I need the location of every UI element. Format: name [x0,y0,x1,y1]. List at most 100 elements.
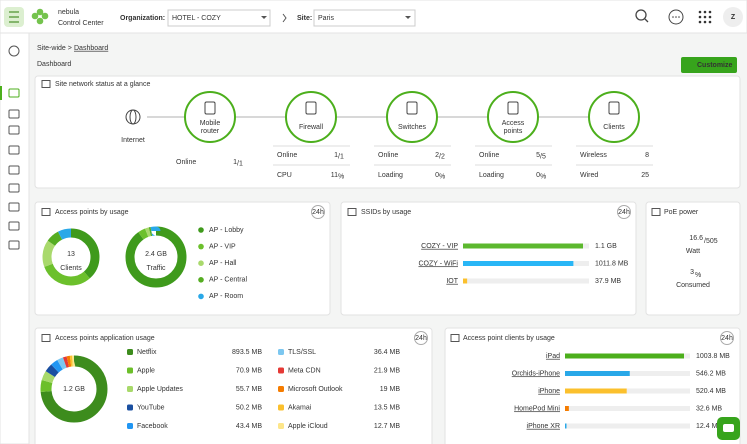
legend-dot [198,227,204,233]
donut-value: 13 [67,251,75,258]
legend-dot [198,243,204,250]
stat-value: 0 [435,172,439,179]
sidebar-icon[interactable] [8,125,20,135]
period-label: 24h [312,209,324,216]
panel-icon [41,334,51,342]
apps-dot [708,10,712,14]
apps-dot [698,15,702,19]
node-circle[interactable] [184,91,236,143]
sidebar-back[interactable] [8,45,20,57]
item-name[interactable]: COZY - VIP [421,243,458,250]
sidebar-icon[interactable] [8,183,20,193]
stat-unit: % [338,173,344,180]
sidebar-icon[interactable] [8,145,20,155]
app-name: Apple [137,367,155,374]
sidebar-icon[interactable] [8,88,20,98]
search-icon[interactable] [635,9,647,21]
more-icon[interactable] [668,9,684,25]
item-name[interactable]: iPad [546,353,560,360]
panel-title: Access points by usage [55,209,129,216]
node-circle[interactable] [386,91,438,143]
stat-label: CPU [277,172,292,179]
item-name[interactable]: Orchids-iPhone [512,370,560,377]
app-value: 13.5 MB [374,404,400,411]
stat-value: 11 [331,172,338,179]
donut-segment [42,228,100,286]
bar [565,406,569,411]
donut-label: Traffic [146,265,166,272]
period-label: 24h [618,209,630,216]
node-label: Firewall [299,124,324,131]
bar [463,261,574,266]
sidebar-icon[interactable] [8,109,20,119]
logo-petal [41,12,49,20]
sidebar-icon[interactable] [8,165,20,175]
item-name[interactable]: COZY - WiFi [418,260,458,267]
legend-dot [198,277,204,283]
app-name: Microsoft Outlook [288,386,343,393]
stat-value: 5 [536,152,540,159]
item-name[interactable]: IOT [446,278,458,285]
bar [565,388,627,394]
item-name[interactable]: HomePod Mini [514,405,560,412]
item-name[interactable]: iPhone XR [527,423,560,430]
site-dropdown[interactable] [313,9,416,27]
app-name: YouTube [137,404,165,411]
sidebar-icon[interactable] [8,240,20,250]
app-icon [127,349,133,355]
stat-unit: /1 [338,153,344,160]
stat-unit: /1 [237,160,243,167]
app-name: Akamai [288,404,312,411]
app-icon [278,367,284,374]
breadcrumb-current[interactable]: Dashboard [74,45,108,52]
app-value: 12.7 MB [374,423,400,430]
donut-segment [40,355,108,423]
more-dot [678,16,680,18]
breadcrumb-parent: Site-wide > [37,45,72,52]
panel [340,201,637,316]
app-name: TLS/SSL [288,349,316,356]
node-circle[interactable] [487,91,539,143]
app-value: 43.4 MB [236,423,262,430]
legend-label: AP - Hall [209,260,237,267]
app-value: 50.2 MB [236,404,262,411]
node-circle[interactable] [588,91,640,143]
item-value: 546.2 MB [696,370,726,377]
app-value: 19 MB [380,386,401,393]
app-icon [278,349,284,355]
item-value: 37.9 MB [595,278,621,285]
bar [565,371,630,376]
customize-label[interactable]: Customize [697,62,733,69]
app-icon [127,386,133,392]
panel [34,327,433,444]
logo-petal [36,8,44,16]
app-value: 36.4 MB [374,349,400,356]
stat-value: 0 [536,172,540,179]
donut-segment [42,228,100,286]
item-value: 520.4 MB [696,388,726,395]
organization-dropdown[interactable] [167,9,271,27]
brand-name: nebula [58,9,79,16]
stat-value: 25 [641,172,649,179]
avatar-initial: Z [731,14,736,21]
site-label: Site: [297,15,312,22]
sidebar-icon[interactable] [8,221,20,231]
customize-button[interactable] [681,57,737,73]
node-label: Switches [398,124,427,131]
avatar[interactable] [723,7,743,27]
node-circle[interactable] [285,91,337,143]
period-badge [617,205,631,219]
legend-label: AP - VIP [209,243,236,250]
poe-percent: 3 [690,269,694,276]
bar-track [565,423,690,429]
apps-dot [708,15,712,19]
item-name[interactable]: iPhone [538,388,560,395]
sidebar-icon[interactable] [8,202,20,212]
item-value: 32.6 MB [696,405,722,412]
apps-dot [703,10,707,14]
bar-track [565,406,690,411]
app-value: 893.5 MB [232,349,262,356]
node-label: router [201,128,220,135]
node-label: Internet [121,137,145,144]
